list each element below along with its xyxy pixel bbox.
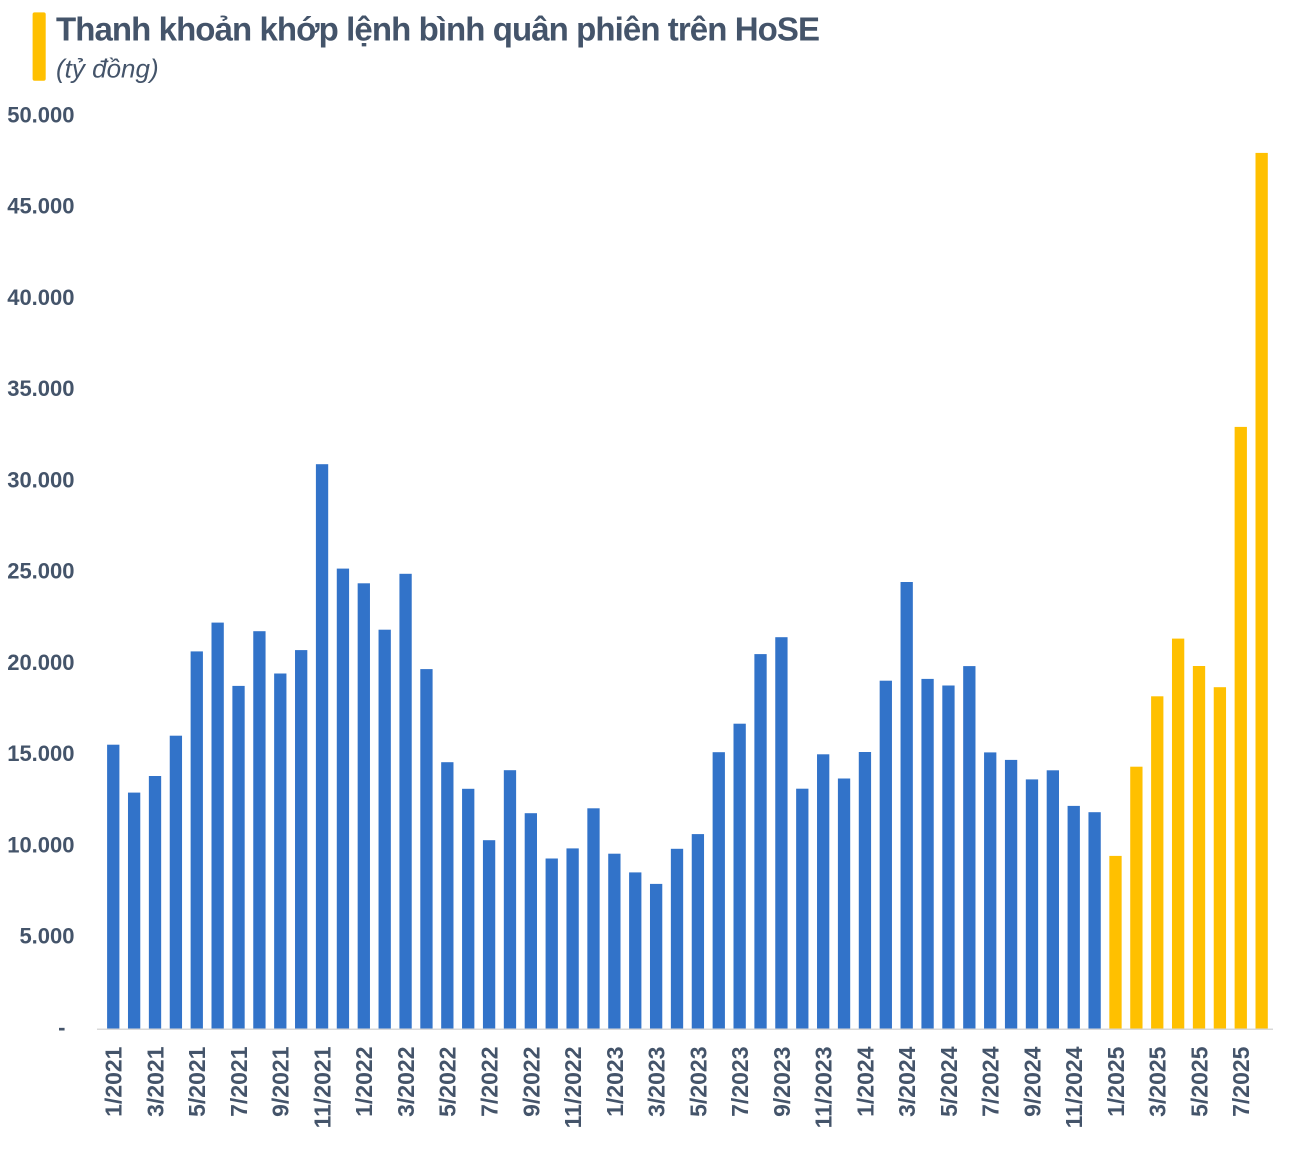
svg-text:3/2023: 3/2023 [644,1047,670,1117]
svg-text:9/2021: 9/2021 [268,1046,294,1117]
svg-text:30.000: 30.000 [7,467,74,492]
svg-text:35.000: 35.000 [7,376,74,401]
svg-text:5/2025: 5/2025 [1186,1046,1212,1117]
svg-text:11/2023: 11/2023 [811,1047,837,1129]
svg-text:-: - [58,1015,65,1040]
svg-text:7/2023: 7/2023 [727,1047,753,1117]
svg-text:3/2021: 3/2021 [142,1046,168,1117]
svg-text:7/2025: 7/2025 [1228,1046,1254,1117]
svg-text:5/2023: 5/2023 [685,1047,711,1117]
svg-text:50.000: 50.000 [7,102,74,127]
svg-text:15.000: 15.000 [7,741,74,766]
svg-text:10.000: 10.000 [7,832,74,857]
svg-text:1/2025: 1/2025 [1103,1046,1129,1117]
svg-text:3/2022: 3/2022 [393,1047,419,1117]
svg-text:7/2021: 7/2021 [226,1046,252,1117]
svg-text:40.000: 40.000 [7,285,74,310]
svg-text:11/2021: 11/2021 [309,1046,335,1128]
svg-text:45.000: 45.000 [7,194,74,219]
svg-text:9/2022: 9/2022 [518,1047,544,1117]
svg-text:5.000: 5.000 [19,924,74,949]
svg-text:7/2022: 7/2022 [476,1047,502,1117]
svg-text:3/2025: 3/2025 [1145,1046,1171,1117]
svg-text:1/2022: 1/2022 [351,1047,377,1117]
svg-text:5/2021: 5/2021 [184,1046,210,1117]
svg-text:1/2021: 1/2021 [101,1046,127,1117]
svg-text:25.000: 25.000 [7,559,74,584]
svg-text:20.000: 20.000 [7,650,74,675]
svg-text:9/2023: 9/2023 [769,1047,795,1117]
svg-text:11/2022: 11/2022 [560,1047,586,1129]
svg-text:3/2024: 3/2024 [894,1046,920,1117]
svg-text:11/2024: 11/2024 [1061,1046,1087,1128]
svg-text:9/2024: 9/2024 [1019,1046,1045,1117]
svg-text:5/2024: 5/2024 [936,1046,962,1117]
svg-text:1/2023: 1/2023 [602,1047,628,1117]
svg-text:(tỷ đồng): (tỷ đồng) [56,54,159,84]
svg-text:5/2022: 5/2022 [435,1047,461,1117]
svg-text:Thanh khoản khớp lệnh bình quâ: Thanh khoản khớp lệnh bình quân phiên tr… [56,11,819,48]
svg-text:7/2024: 7/2024 [978,1046,1004,1117]
svg-text:1/2024: 1/2024 [852,1046,878,1117]
